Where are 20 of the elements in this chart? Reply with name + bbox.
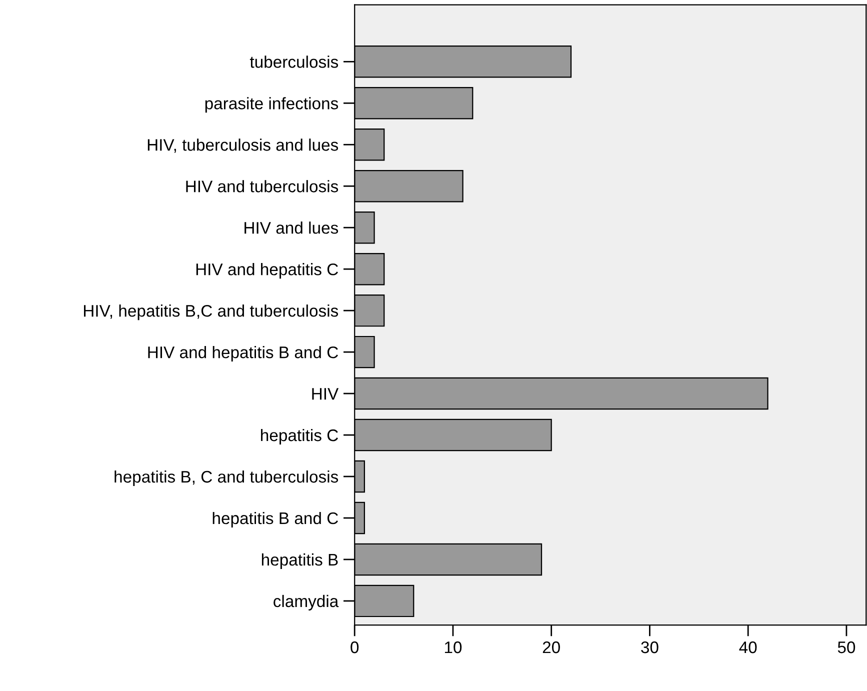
y-tick-label: HIV and tuberculosis <box>186 180 338 192</box>
y-tick-label: HIV and hepatitis C <box>196 263 338 279</box>
y-tick-label: hepatitis B and C <box>212 512 338 528</box>
y-tick-label: HIV <box>312 388 339 400</box>
y-tick-label: HIV, hepatitis B,C and tuberculosis <box>84 304 338 320</box>
x-tick-label: 40 <box>739 641 757 654</box>
x-tick-label: 50 <box>838 641 856 654</box>
y-tick-label: hepatitis B, C and tuberculosis <box>114 470 338 486</box>
x-tick-label: 20 <box>542 641 560 654</box>
y-tick-label: parasite infections <box>205 97 338 113</box>
y-tick-label: tuberculosis <box>250 56 338 68</box>
y-tick-label: HIV, tuberculosis and lues <box>148 138 338 153</box>
y-tick-label: clamydia <box>274 594 339 610</box>
y-tick-label: HIV and hepatitis B and C <box>148 346 338 362</box>
y-tick-label: hepatitis B <box>262 553 338 569</box>
x-tick-label: 10 <box>444 641 462 654</box>
y-tick-label: hepatitis C <box>261 428 338 445</box>
x-tick-label: 30 <box>641 641 658 654</box>
y-tick-label: HIV and lues <box>244 222 338 234</box>
x-tick-label: 0 <box>350 641 359 654</box>
